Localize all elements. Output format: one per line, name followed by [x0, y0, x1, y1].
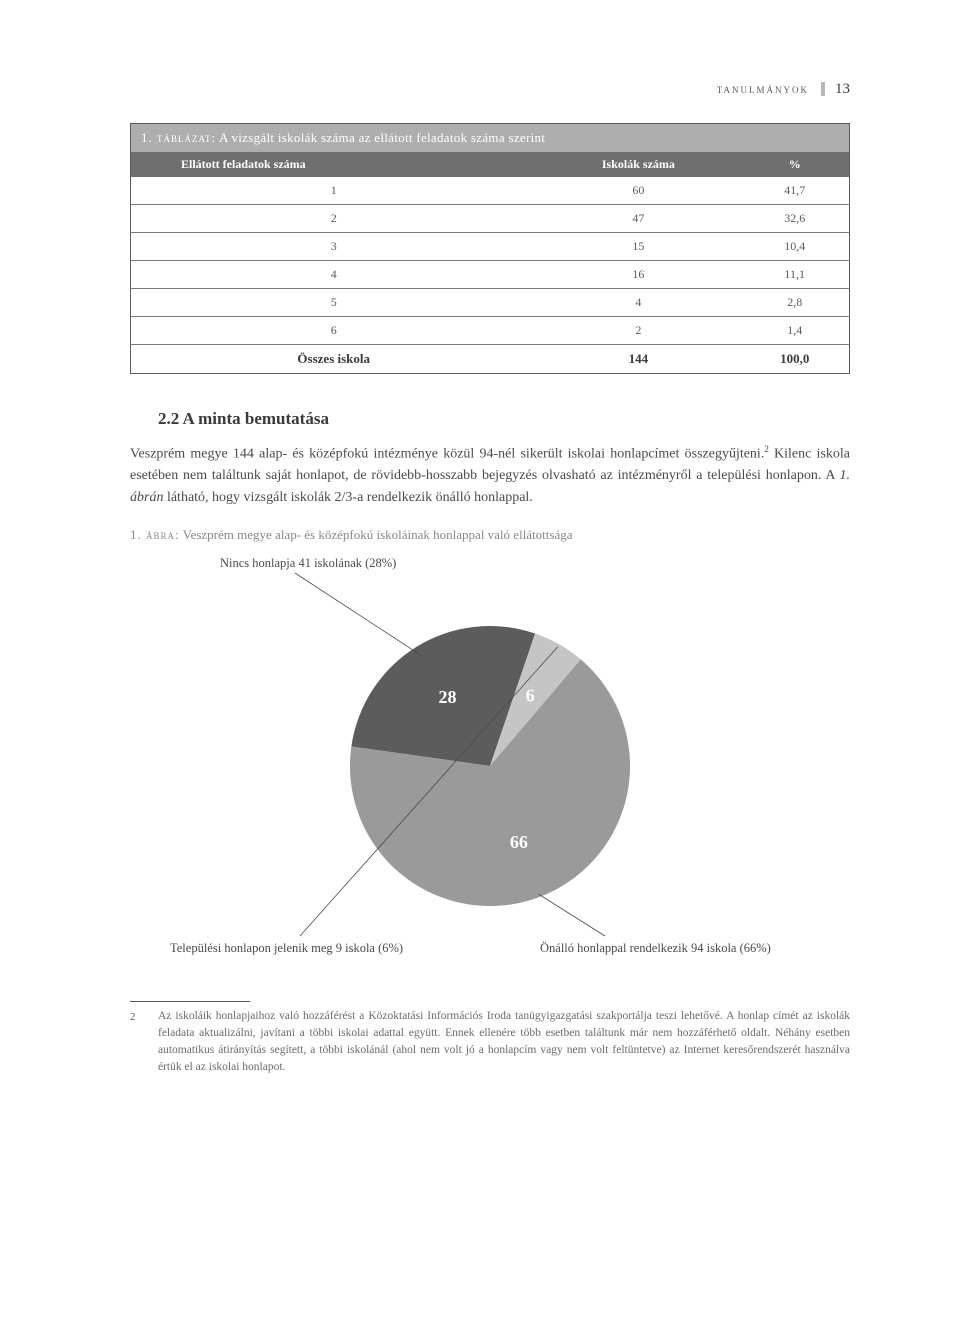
table-row: 16041,7	[131, 177, 850, 205]
footnote: 2 Az iskoláik honlapjaihoz való hozzáfér…	[130, 1008, 850, 1077]
pie-value-label: 66	[510, 832, 528, 852]
pie-label-top: Nincs honlapja 41 iskolának (28%)	[220, 556, 396, 571]
table-cell: 2	[536, 317, 740, 345]
table-title-prefix: 1. táblázat:	[141, 130, 216, 145]
table-total-cell: 144	[536, 345, 740, 374]
footnote-number: 2	[130, 1008, 158, 1077]
table-row: 542,8	[131, 289, 850, 317]
table-title: 1. táblázat: A vizsgált iskolák száma az…	[131, 124, 850, 153]
table-row: 24732,6	[131, 205, 850, 233]
table-total-row: Összes iskola144100,0	[131, 345, 850, 374]
table-cell: 5	[131, 289, 537, 317]
header-divider	[821, 82, 825, 96]
table-cell: 32,6	[740, 205, 849, 233]
table-cell: 15	[536, 233, 740, 261]
table-title-rest: A vizsgált iskolák száma az ellátott fel…	[216, 130, 545, 145]
pie-svg: 28666	[130, 551, 850, 971]
table-cell: 2,8	[740, 289, 849, 317]
figure-caption: 1. ábra: Veszprém megye alap- és középfo…	[130, 527, 850, 543]
table-row: 41611,1	[131, 261, 850, 289]
figure-caption-rest: Veszprém megye alap- és középfokú iskolá…	[180, 527, 573, 542]
table-col-2: %	[740, 152, 849, 177]
table-cell: 3	[131, 233, 537, 261]
footnote-rule	[130, 1001, 250, 1002]
pie-label-br: Önálló honlappal rendelkezik 94 iskola (…	[540, 941, 771, 956]
para1: Veszprém megye 144 alap- és középfokú in…	[130, 447, 764, 462]
footnote-text: Az iskoláik honlapjaihoz való hozzáférés…	[158, 1008, 850, 1077]
pie-value-label: 6	[526, 685, 535, 705]
pie-chart: 28666 Nincs honlapja 41 iskolának (28%) …	[130, 551, 850, 971]
leader-line	[539, 894, 605, 936]
table-cell: 47	[536, 205, 740, 233]
table-col-0: Ellátott feladatok száma	[131, 152, 537, 177]
table-cell: 4	[131, 261, 537, 289]
table-header-row: Ellátott feladatok száma Iskolák száma %	[131, 152, 850, 177]
table-cell: 1,4	[740, 317, 849, 345]
table-cell: 11,1	[740, 261, 849, 289]
pie-label-bl: Települési honlapon jelenik meg 9 iskola…	[170, 941, 403, 956]
pie-value-label: 28	[438, 687, 456, 707]
header-page-number: 13	[835, 81, 850, 97]
page-header: tanulmányok 13	[130, 80, 850, 98]
header-section-label: tanulmányok	[717, 81, 809, 96]
section-heading: 2.2 A minta bemutatása	[158, 409, 850, 429]
table-cell: 4	[536, 289, 740, 317]
table-cell: 2	[131, 205, 537, 233]
body-paragraph: Veszprém megye 144 alap- és középfokú in…	[130, 443, 850, 509]
table-cell: 16	[536, 261, 740, 289]
table-total-cell: 100,0	[740, 345, 849, 374]
para2b: látható, hogy vizsgált iskolák 2/3-a ren…	[163, 490, 532, 505]
figure-caption-prefix: 1. ábra:	[130, 527, 180, 542]
leader-line	[295, 573, 423, 656]
table-1: 1. táblázat: A vizsgált iskolák száma az…	[130, 123, 850, 374]
table-cell: 41,7	[740, 177, 849, 205]
table-row: 621,4	[131, 317, 850, 345]
table-cell: 60	[536, 177, 740, 205]
table-total-cell: Összes iskola	[131, 345, 537, 374]
table-row: 31510,4	[131, 233, 850, 261]
table-cell: 1	[131, 177, 537, 205]
table-col-1: Iskolák száma	[536, 152, 740, 177]
table-cell: 10,4	[740, 233, 849, 261]
table-cell: 6	[131, 317, 537, 345]
